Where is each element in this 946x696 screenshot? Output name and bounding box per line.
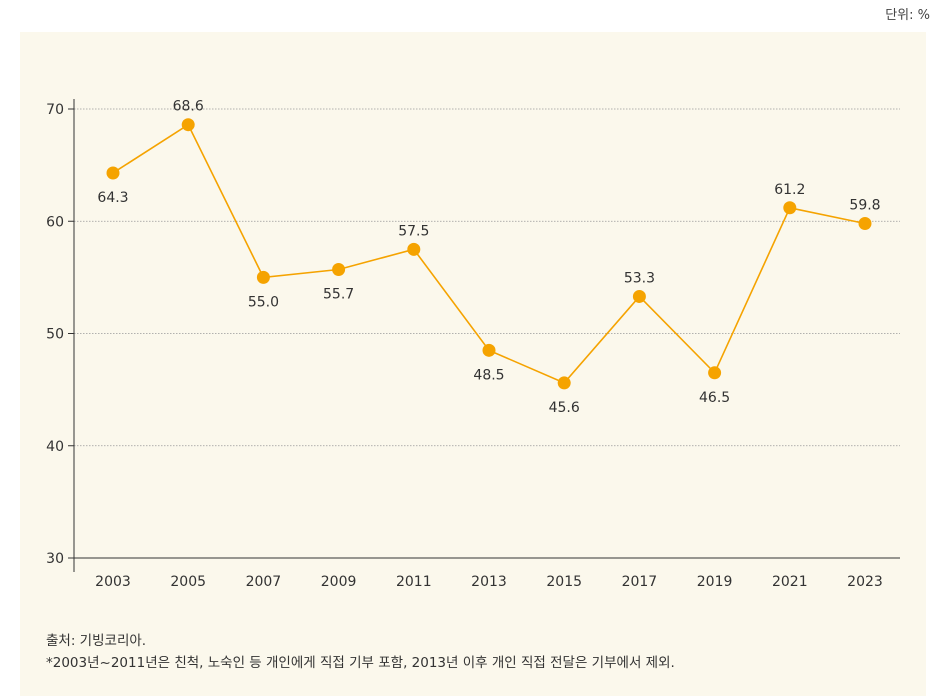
x-tick-label-2021: 2021 [772,574,808,590]
chart-panel: 30 40 50 60 70 2003 2005 2007 2009 2011 2013 2015 2… [20,32,926,696]
axes [68,99,900,572]
source-note: 출처: 기빙코리아. [46,633,147,649]
x-tick-label-2007: 2007 [246,574,282,590]
footnote: *2003년~2011년은 친척, 노숙인 등 개인에게 직접 기부 포함, 2… [46,655,675,671]
y-tick-label-30: 30 [46,551,64,567]
data-labels: 64.3 68.6 55.0 55.7 57.5 48.5 45.6 53.3 46.5 61.2… [97,99,880,416]
y-tick-label-70: 70 [46,102,64,118]
data-label-2021: 61.2 [774,182,805,198]
x-tick-label-2023: 2023 [847,574,883,590]
data-point-2023 [858,216,872,230]
data-label-2007: 55.0 [248,294,279,310]
data-label-2017: 53.3 [624,270,655,286]
data-point-2003 [106,166,120,180]
data-label-2009: 55.7 [323,287,354,303]
x-tick-label-2009: 2009 [321,574,357,590]
data-point-2009 [332,263,346,277]
x-tick-label-2017: 2017 [622,574,658,590]
data-point-2013 [482,343,496,357]
data-label-2011: 57.5 [398,223,429,239]
x-tick-label-2003: 2003 [95,574,131,590]
x-tick-label-2019: 2019 [697,574,733,590]
data-point-2019 [708,366,722,380]
data-point-2017 [632,289,646,303]
y-tick-label-60: 60 [46,214,64,230]
x-tick-label-2005: 2005 [170,574,206,590]
y-tick-labels: 30 40 50 60 70 [46,102,64,567]
data-label-2013: 48.5 [473,367,504,383]
y-tick-label-50: 50 [46,327,64,343]
x-tick-label-2011: 2011 [396,574,432,590]
data-point-2011 [407,242,421,256]
x-tick-label-2015: 2015 [546,574,582,590]
data-point-2015 [557,376,571,390]
data-label-2015: 45.6 [549,400,580,416]
x-tick-labels: 2003 2005 2007 2009 2011 2013 2015 2017 2019 2021… [95,574,883,590]
gridlines [74,108,900,447]
data-label-2023: 59.8 [849,197,880,213]
data-point-2007 [256,270,270,284]
data-label-2019: 46.5 [699,390,730,406]
data-label-2005: 68.6 [173,99,204,115]
data-point-2005 [181,118,195,132]
data-point-2021 [783,201,797,215]
chart-notes: 출처: 기빙코리아. *2003년~2011년은 친척, 노숙인 등 개인에게 … [46,630,675,674]
data-points [106,118,872,390]
y-tick-label-40: 40 [46,439,64,455]
x-tick-label-2013: 2013 [471,574,507,590]
unit-label: 단위: % [885,8,930,23]
data-label-2003: 64.3 [97,190,128,206]
